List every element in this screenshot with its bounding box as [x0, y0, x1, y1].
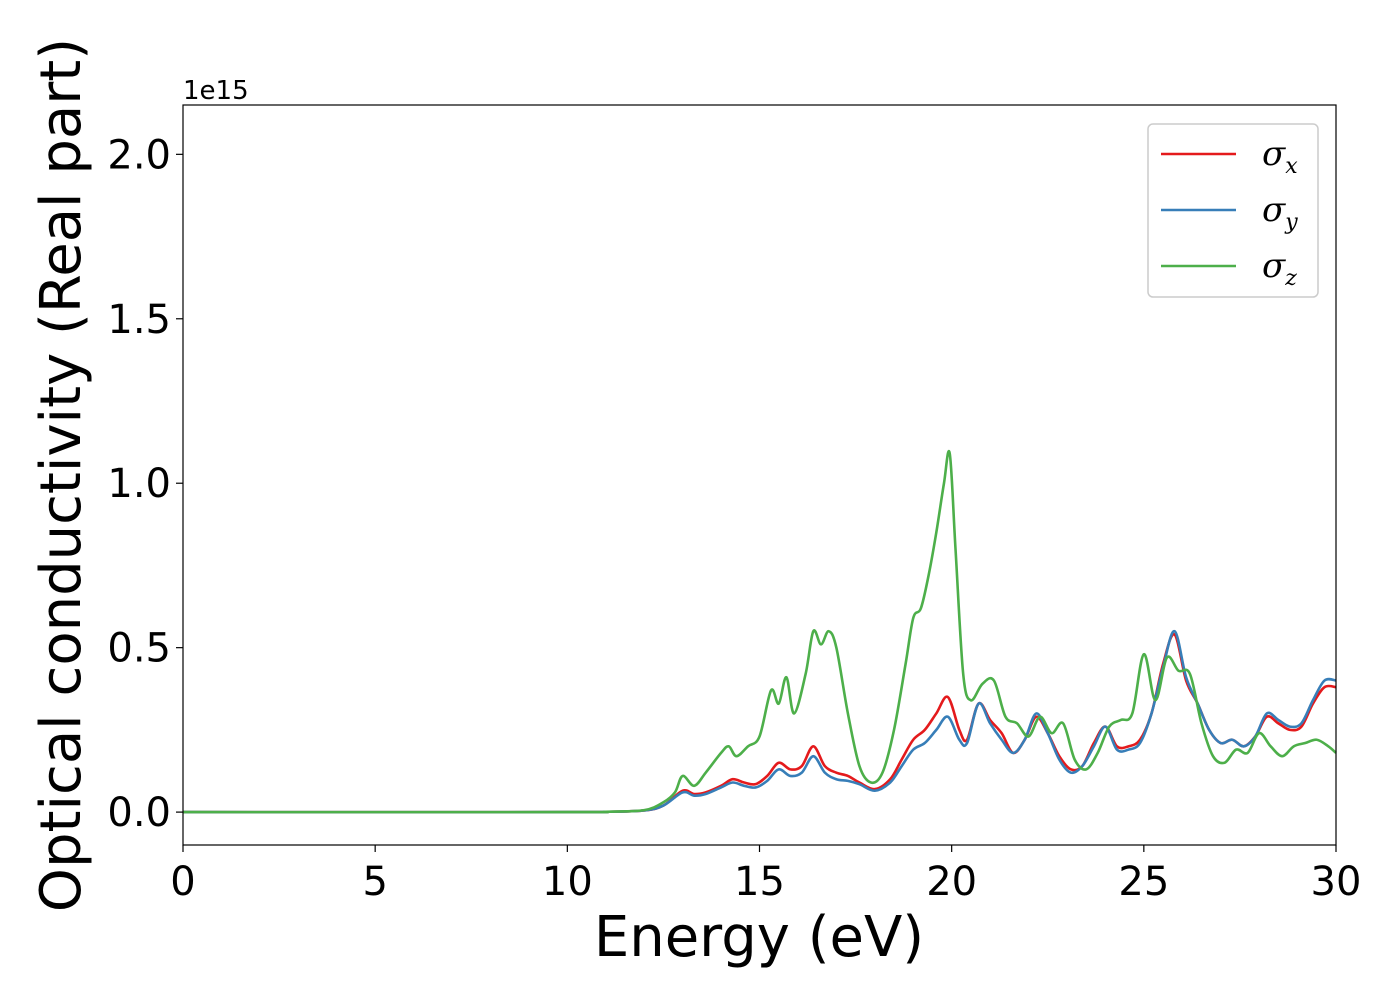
x-tick-label: 10	[542, 859, 593, 905]
y-tick-label: 0.0	[107, 790, 171, 836]
x-tick-label: 25	[1118, 859, 1169, 905]
x-tick-label: 20	[926, 859, 977, 905]
y-tick-label: 0.5	[107, 626, 171, 672]
y-axis-ticks: 0.0 0.5 1.0 1.5 2.0	[107, 132, 183, 836]
plot-frame	[182, 104, 1337, 846]
x-axis-ticks: 0 5 10 15 20 25 30	[170, 845, 1361, 905]
x-tick-label: 5	[362, 859, 387, 905]
y-tick-label: 2.0	[107, 132, 171, 178]
plot-background	[183, 105, 1336, 845]
y-tick-label: 1.5	[107, 297, 171, 343]
x-tick-label: 30	[1311, 859, 1362, 905]
x-tick-label: 15	[734, 859, 785, 905]
x-tick-label: 0	[170, 859, 195, 905]
y-offset-label: 1e15	[183, 76, 249, 106]
series-line-z	[182, 449, 1337, 814]
y-tick-label: 1.0	[107, 461, 171, 507]
series-line-y	[182, 629, 1337, 814]
series-group	[182, 449, 1337, 814]
x-axis-label: Energy (eV)	[594, 905, 924, 970]
y-axis-label: Optical conductivity (Real part)	[29, 38, 94, 912]
